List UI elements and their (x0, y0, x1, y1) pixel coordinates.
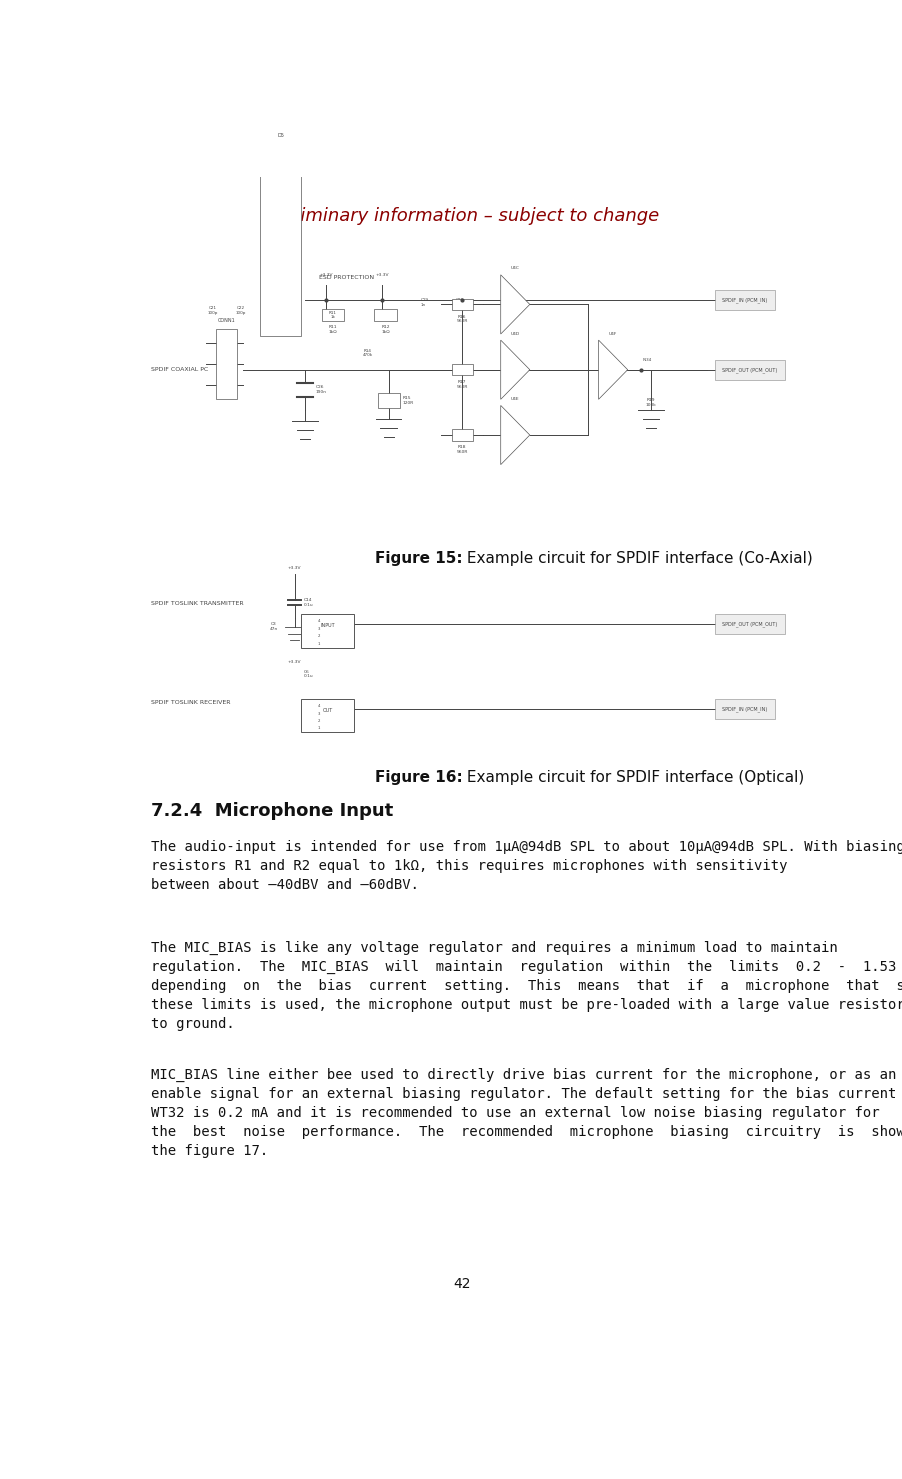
Text: +3.3V: +3.3V (288, 566, 301, 571)
Text: 4: 4 (318, 620, 320, 624)
Text: SPDIF_OUT (PCM_OUT): SPDIF_OUT (PCM_OUT) (723, 367, 778, 373)
Text: R18
560R: R18 560R (456, 445, 468, 454)
FancyBboxPatch shape (216, 328, 237, 399)
Text: ESD PROTECTION: ESD PROTECTION (319, 275, 374, 280)
Text: R11
1kΩ: R11 1kΩ (328, 325, 337, 334)
Text: U4D: U4D (511, 331, 520, 336)
Text: IN34: IN34 (642, 358, 652, 362)
Text: +3.3V: +3.3V (288, 660, 301, 664)
Text: C14
0.1u: C14 0.1u (304, 599, 313, 606)
Text: C3
47n: C3 47n (270, 623, 278, 630)
Text: 3: 3 (318, 711, 320, 716)
Text: 3: 3 (318, 627, 320, 632)
Text: R16
560R: R16 560R (456, 315, 468, 324)
Polygon shape (501, 275, 529, 334)
Text: C22
100p: C22 100p (235, 306, 246, 315)
Text: SPDIF TOSLINK RECEIVER: SPDIF TOSLINK RECEIVER (152, 700, 231, 705)
Polygon shape (501, 405, 529, 464)
Text: U4C: U4C (511, 266, 520, 271)
Text: 2: 2 (318, 634, 320, 639)
Text: Figure 16:: Figure 16: (374, 769, 463, 785)
Text: R12
1kΩ: R12 1kΩ (381, 325, 390, 334)
Text: SPDIF COAXIAL PC: SPDIF COAXIAL PC (152, 367, 208, 373)
Text: Figure 15:: Figure 15: (374, 552, 463, 566)
Text: MIC_BIAS line either bee used to directly drive bias current for the microphone,: MIC_BIAS line either bee used to directl… (152, 1068, 902, 1158)
FancyBboxPatch shape (452, 299, 473, 311)
Text: 2: 2 (318, 719, 320, 723)
Polygon shape (599, 340, 628, 399)
Text: Example circuit for SPDIF interface (Co-Axial): Example circuit for SPDIF interface (Co-… (463, 552, 813, 566)
Text: R17
560R: R17 560R (456, 380, 468, 389)
Text: U4E: U4E (511, 396, 520, 401)
Text: C26
190n: C26 190n (316, 386, 327, 393)
Text: R11
1k: R11 1k (329, 311, 336, 319)
FancyBboxPatch shape (452, 364, 473, 376)
FancyBboxPatch shape (378, 393, 400, 408)
Text: Preliminary information – subject to change: Preliminary information – subject to cha… (266, 207, 658, 225)
Text: 1: 1 (318, 726, 320, 731)
Text: SPDIF_IN (PCM_IN): SPDIF_IN (PCM_IN) (723, 705, 768, 711)
FancyBboxPatch shape (301, 614, 354, 648)
Text: SPDIF_IN (PCM_IN): SPDIF_IN (PCM_IN) (723, 297, 768, 303)
Text: OUT: OUT (323, 708, 333, 713)
Text: The MIC_BIAS is like any voltage regulator and requires a minimum load to mainta: The MIC_BIAS is like any voltage regulat… (152, 941, 902, 1031)
Text: C21
100p: C21 100p (207, 306, 218, 315)
Text: Example circuit for SPDIF interface (Optical): Example circuit for SPDIF interface (Opt… (463, 769, 805, 785)
Text: INPUT: INPUT (320, 623, 335, 629)
Text: SPDIF TOSLINK TRANSMITTER: SPDIF TOSLINK TRANSMITTER (152, 600, 244, 606)
Text: R19
100k: R19 100k (646, 398, 657, 407)
FancyBboxPatch shape (301, 700, 354, 732)
Text: C6
0.1u: C6 0.1u (304, 670, 313, 679)
Text: 4: 4 (318, 704, 320, 708)
FancyBboxPatch shape (260, 142, 301, 336)
Text: The audio-input is intended for use from 1μA@94dB SPL to about 10μA@94dB SPL. Wi: The audio-input is intended for use from… (152, 840, 902, 892)
Text: SPDIF_OUT (PCM_OUT): SPDIF_OUT (PCM_OUT) (723, 621, 778, 627)
Text: C19
1n: C19 1n (420, 297, 428, 306)
Text: D5: D5 (277, 133, 284, 138)
Text: U4F: U4F (609, 331, 617, 336)
Text: 42: 42 (454, 1278, 471, 1291)
Text: R15
120R: R15 120R (403, 396, 414, 405)
Text: CONN1: CONN1 (217, 318, 235, 322)
FancyBboxPatch shape (322, 309, 345, 321)
Text: +3.3V: +3.3V (319, 272, 333, 277)
Text: +3.3V: +3.3V (375, 272, 389, 277)
Text: 7.2.4  Microphone Input: 7.2.4 Microphone Input (152, 802, 393, 819)
Polygon shape (501, 340, 529, 399)
Text: 1: 1 (318, 642, 320, 646)
FancyBboxPatch shape (374, 309, 397, 321)
Text: C20
1n: C20 1n (456, 297, 464, 306)
FancyBboxPatch shape (452, 429, 473, 441)
Text: R14
470k: R14 470k (363, 349, 373, 356)
